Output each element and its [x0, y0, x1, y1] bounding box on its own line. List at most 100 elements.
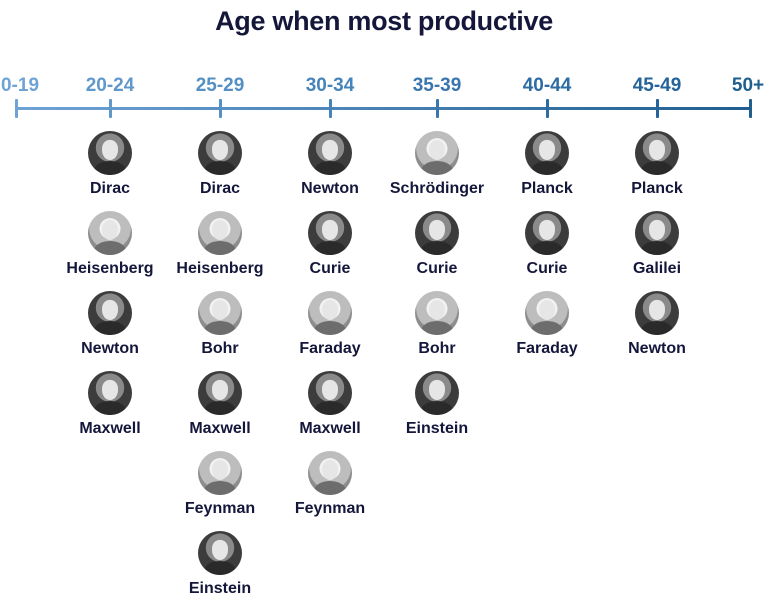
- portrait-schrodinger-icon: [415, 131, 459, 175]
- portrait-faraday-icon: [308, 291, 352, 335]
- portrait-einstein-icon: [198, 531, 242, 575]
- person-name: Newton: [628, 340, 686, 357]
- person-card: Einstein: [160, 531, 280, 598]
- face-shape: [649, 220, 665, 240]
- person-name: Maxwell: [189, 420, 251, 437]
- body-shape: [421, 321, 453, 335]
- person-card: Maxwell: [270, 371, 390, 438]
- body-shape: [531, 321, 563, 335]
- axis-tick: [15, 99, 18, 118]
- person-card: Heisenberg: [50, 211, 170, 278]
- person-card: Curie: [270, 211, 390, 278]
- portrait-heisenberg-icon: [198, 211, 242, 255]
- body-shape: [94, 241, 126, 255]
- axis-tick-label: 30-34: [305, 75, 355, 96]
- face-shape: [102, 220, 118, 240]
- chart-title: Age when most productive: [215, 6, 553, 36]
- axis-tick-label: 50+: [731, 75, 765, 96]
- person-card: Feynman: [160, 451, 280, 518]
- body-shape: [531, 241, 563, 255]
- portrait-newton-icon: [88, 291, 132, 335]
- face-shape: [539, 140, 555, 160]
- person-card: Feynman: [270, 451, 390, 518]
- person-card: Dirac: [160, 131, 280, 198]
- age-axis-line: [16, 107, 750, 110]
- body-shape: [204, 481, 236, 495]
- person-name: Faraday: [299, 340, 361, 357]
- person-name: Maxwell: [79, 420, 141, 437]
- body-shape: [641, 161, 673, 175]
- body-shape: [314, 161, 346, 175]
- face-shape: [322, 300, 338, 320]
- portrait-curie-icon: [415, 211, 459, 255]
- body-shape: [314, 401, 346, 415]
- body-shape: [421, 241, 453, 255]
- body-shape: [204, 241, 236, 255]
- face-shape: [322, 140, 338, 160]
- body-shape: [421, 401, 453, 415]
- person-card: Einstein: [377, 371, 497, 438]
- portrait-heisenberg-icon: [88, 211, 132, 255]
- body-shape: [314, 481, 346, 495]
- person-card: Faraday: [487, 291, 607, 358]
- portrait-faraday-icon: [525, 291, 569, 335]
- face-shape: [212, 380, 228, 400]
- axis-tick: [749, 99, 752, 118]
- face-shape: [649, 140, 665, 160]
- person-card: Curie: [487, 211, 607, 278]
- face-shape: [429, 300, 445, 320]
- face-shape: [102, 300, 118, 320]
- person-card: Newton: [597, 291, 717, 358]
- portrait-feynman-icon: [308, 451, 352, 495]
- face-shape: [429, 380, 445, 400]
- person-name: Faraday: [516, 340, 578, 357]
- person-name: Planck: [521, 180, 573, 197]
- body-shape: [314, 321, 346, 335]
- portrait-maxwell-icon: [308, 371, 352, 415]
- portrait-galilei-icon: [635, 211, 679, 255]
- portrait-newton-icon: [635, 291, 679, 335]
- portrait-curie-icon: [525, 211, 569, 255]
- person-name: Dirac: [89, 180, 131, 197]
- person-card: Faraday: [270, 291, 390, 358]
- body-shape: [641, 241, 673, 255]
- portrait-dirac-icon: [88, 131, 132, 175]
- body-shape: [641, 321, 673, 335]
- axis-tick: [219, 99, 222, 118]
- person-card: Bohr: [160, 291, 280, 358]
- portrait-bohr-icon: [198, 291, 242, 335]
- person-name: Heisenberg: [66, 260, 154, 277]
- person-card: Curie: [377, 211, 497, 278]
- axis-tick: [109, 99, 112, 118]
- face-shape: [102, 140, 118, 160]
- person-name: Einstein: [188, 580, 252, 597]
- face-shape: [322, 220, 338, 240]
- person-name: Galilei: [632, 260, 682, 277]
- body-shape: [94, 321, 126, 335]
- person-name: Planck: [631, 180, 683, 197]
- person-name: Newton: [81, 340, 139, 357]
- portrait-maxwell-icon: [88, 371, 132, 415]
- portrait-curie-icon: [308, 211, 352, 255]
- portrait-einstein-icon: [415, 371, 459, 415]
- axis-tick-label: 0-19: [0, 75, 40, 96]
- person-card: Bohr: [377, 291, 497, 358]
- person-card: Newton: [50, 291, 170, 358]
- person-card: Maxwell: [160, 371, 280, 438]
- axis-tick: [656, 99, 659, 118]
- face-shape: [429, 220, 445, 240]
- axis-tick-label: 35-39: [412, 75, 462, 96]
- face-shape: [102, 380, 118, 400]
- person-card: Planck: [597, 131, 717, 198]
- person-name: Maxwell: [299, 420, 361, 437]
- body-shape: [94, 401, 126, 415]
- body-shape: [204, 161, 236, 175]
- portrait-maxwell-icon: [198, 371, 242, 415]
- body-shape: [204, 401, 236, 415]
- body-shape: [531, 161, 563, 175]
- person-card: Heisenberg: [160, 211, 280, 278]
- body-shape: [314, 241, 346, 255]
- person-name: Feynman: [294, 500, 366, 517]
- person-name: Bohr: [418, 340, 456, 357]
- body-shape: [204, 561, 236, 575]
